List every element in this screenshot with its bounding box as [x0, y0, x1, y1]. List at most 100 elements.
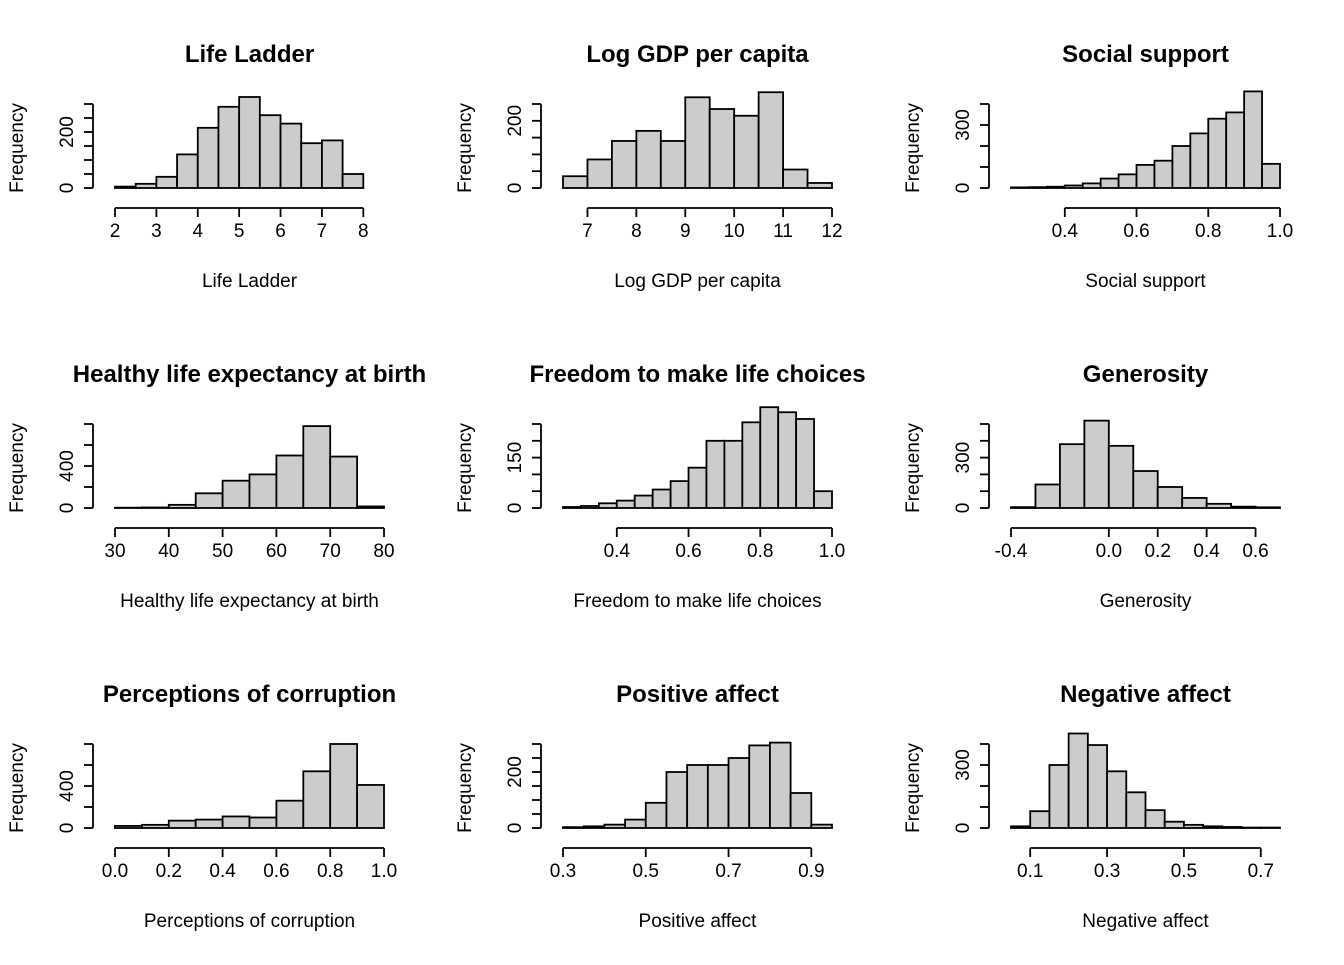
x-tick-label: 1.0 [1267, 221, 1293, 242]
y-tick-label: 300 [953, 749, 974, 781]
x-axis-label: Healthy life expectancy at birth [120, 591, 379, 612]
histogram-bar [1029, 187, 1047, 188]
x-tick-label: 0.2 [156, 861, 182, 882]
y-tick-label: 300 [953, 109, 974, 141]
y-axis-label: Frequency [455, 103, 476, 193]
x-tick-label: 0.4 [1052, 221, 1079, 242]
histogram-bar [599, 503, 617, 508]
histogram-bar [1256, 507, 1280, 508]
x-tick-label: 70 [320, 541, 341, 562]
histogram-bar [612, 141, 636, 188]
x-axis-label: Log GDP per capita [614, 271, 781, 292]
histogram-bar [1119, 174, 1137, 188]
histogram-bar [563, 176, 587, 188]
histogram-bar [710, 109, 734, 188]
histogram-bar [276, 456, 303, 509]
histogram-bar [1262, 164, 1280, 188]
histogram-bar [142, 507, 169, 508]
histogram-bar [653, 490, 671, 508]
x-tick-label: 0.8 [1195, 221, 1221, 242]
histogram-bar [1190, 133, 1208, 188]
histogram-bar [724, 441, 742, 508]
y-axis-label: Frequency [455, 423, 476, 513]
histogram-bar [196, 493, 223, 508]
x-tick-label: 0.8 [317, 861, 343, 882]
histogram-bar [814, 491, 832, 508]
x-tick-label: 7 [317, 221, 328, 242]
histogram-bar [330, 457, 357, 508]
y-tick-label: 0 [505, 503, 526, 514]
histogram-bar [1035, 484, 1059, 508]
histogram-bar [1146, 810, 1165, 828]
histogram-bar [734, 116, 758, 188]
x-tick-label: 0.0 [102, 861, 128, 882]
histogram-bar [250, 474, 277, 508]
histogram-bar [1101, 179, 1119, 188]
x-axis-label: Perceptions of corruption [144, 911, 355, 932]
histogram-bar [1231, 507, 1255, 508]
histogram-bar [742, 422, 760, 508]
histogram-bar [1126, 792, 1145, 828]
histogram-bar [250, 818, 277, 829]
y-axis-label: Frequency [7, 743, 28, 833]
x-axis-label: Social support [1085, 271, 1206, 292]
histogram-bar [760, 407, 778, 508]
x-tick-label: 0.6 [1123, 221, 1149, 242]
histogram-bar [142, 825, 169, 828]
histogram-bar [169, 821, 196, 828]
histogram-bar [808, 183, 832, 188]
histogram-bar [661, 141, 685, 188]
x-tick-label: 0.6 [675, 541, 701, 562]
histogram-bar [1208, 119, 1226, 188]
histogram-bar [1172, 146, 1190, 188]
histogram-bar [1011, 187, 1029, 188]
y-tick-label: 0 [953, 823, 974, 834]
histogram-bar [303, 426, 330, 508]
y-axis-label: Frequency [455, 743, 476, 833]
histogram-bar [604, 825, 625, 828]
x-tick-label: 6 [275, 221, 286, 242]
chart-title: Positive affect [616, 681, 779, 708]
histogram-bar [783, 170, 807, 188]
histogram-bar [563, 507, 581, 508]
histogram-bar [115, 826, 142, 828]
histogram-bar [1154, 161, 1172, 188]
histogram-bar [1065, 185, 1083, 188]
chart-title: Freedom to make life choices [529, 361, 865, 388]
x-tick-label: 60 [266, 541, 287, 562]
histogram-bar [1182, 498, 1206, 508]
y-tick-label: 400 [57, 770, 78, 802]
x-tick-label: 1.0 [371, 861, 397, 882]
y-axis-label: Frequency [903, 743, 924, 833]
histogram-bar [759, 92, 783, 188]
histogram-bar [1226, 112, 1244, 188]
histogram-bar [770, 743, 791, 828]
histogram-bar [196, 820, 223, 828]
x-tick-label: 2 [110, 221, 121, 242]
y-tick-label: 0 [953, 503, 974, 514]
histogram-bar [1011, 826, 1030, 828]
histogram-bar [1088, 745, 1107, 828]
y-axis-label: Frequency [7, 103, 28, 193]
x-tick-label: 0.4 [604, 541, 631, 562]
histogram-bar [343, 174, 364, 188]
x-tick-label: 0.6 [1242, 541, 1268, 562]
histogram-bar [1222, 827, 1241, 828]
x-axis-label: Life Ladder [202, 271, 298, 292]
histogram-bar [1244, 91, 1262, 188]
x-tick-label: -0.4 [995, 541, 1028, 562]
y-tick-label: 0 [57, 183, 78, 194]
histogram-bar [1184, 825, 1203, 828]
x-tick-label: 50 [212, 541, 233, 562]
chart-title: Social support [1062, 41, 1229, 68]
histogram-bar [223, 816, 250, 828]
histogram-bar [581, 506, 599, 508]
y-tick-label: 300 [953, 442, 974, 474]
histogram-bar [1069, 734, 1088, 829]
x-tick-label: 0.7 [715, 861, 741, 882]
histogram-bar [198, 128, 219, 188]
histogram-bar [646, 803, 667, 828]
histogram-bar [301, 143, 322, 188]
